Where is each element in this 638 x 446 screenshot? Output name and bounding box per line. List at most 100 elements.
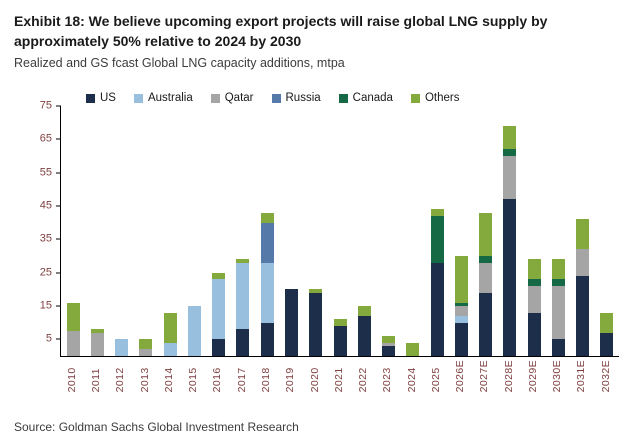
segment-others-2014	[163, 312, 177, 343]
x-tick-label: 2019	[284, 367, 297, 393]
bars-layer	[61, 106, 619, 356]
stacked-bar-2013	[139, 339, 153, 356]
x-tick-label: 2030E	[551, 360, 564, 393]
x-tick-label: 2026E	[454, 360, 467, 393]
segment-canada-2029e	[527, 279, 541, 287]
x-tick-label: 2020	[308, 367, 321, 393]
legend-item-canada: Canada	[338, 92, 393, 104]
source-note: Source: Goldman Sachs Global Investment …	[14, 420, 299, 434]
y-tick-label: 65	[39, 132, 52, 145]
x-label-slot: 2010	[60, 360, 84, 392]
segment-australia-2026e	[454, 316, 468, 323]
segment-us-2026e	[454, 322, 468, 356]
segment-canada-2026e	[454, 302, 468, 307]
x-tick-label: 2021	[332, 367, 345, 393]
segment-us-2017	[236, 329, 250, 356]
x-tick-label: 2012	[114, 367, 127, 393]
y-tick-mark	[56, 138, 61, 140]
stacked-bar-2030e	[551, 259, 565, 356]
bar-slot-2023	[376, 106, 400, 356]
segment-us-2021	[333, 326, 347, 356]
bar-slot-2018	[255, 106, 279, 356]
legend-item-qatar: Qatar	[210, 92, 254, 104]
segment-others-2025	[430, 209, 444, 217]
y-tick-label: 55	[39, 166, 52, 179]
bar-slot-2014	[158, 106, 182, 356]
segment-australia-2017	[236, 262, 250, 330]
stacked-bar-2031e	[576, 219, 590, 356]
stacked-bar-2017	[236, 259, 250, 356]
segment-qatar-2010	[66, 331, 80, 356]
bar-slot-2032e	[595, 106, 619, 356]
segment-russia-2018	[260, 222, 274, 263]
bar-slot-2025	[425, 106, 449, 356]
x-label-slot: 2029E	[521, 360, 545, 392]
bar-slot-2021	[328, 106, 352, 356]
x-tick-label: 2017	[235, 367, 248, 393]
legend-item-others: Others	[410, 92, 460, 104]
y-tick-mark	[56, 105, 61, 107]
x-tick-label: 2025	[429, 367, 442, 393]
bar-slot-2031e	[571, 106, 595, 356]
chart-header: Exhibit 18: We believe upcoming export p…	[0, 0, 638, 70]
legend-label: Russia	[285, 92, 321, 104]
x-label-slot: 2032E	[594, 360, 618, 392]
y-tick-label: 15	[39, 299, 52, 312]
segment-qatar-2030e	[551, 286, 565, 340]
legend-swatch-canada	[338, 93, 348, 103]
segment-us-2025	[430, 262, 444, 356]
y-tick-mark	[56, 338, 61, 340]
legend-swatch-qatar	[210, 93, 220, 103]
y-tick-mark	[56, 238, 61, 240]
legend-swatch-russia	[271, 93, 281, 103]
legend-item-russia: Russia	[271, 92, 321, 104]
stacked-bar-2010	[66, 302, 80, 356]
x-label-slot: 2023	[375, 360, 399, 392]
stacked-bar-2022	[357, 306, 371, 356]
x-tick-label: 2031E	[575, 360, 588, 393]
x-tick-label: 2023	[381, 367, 394, 393]
segment-us-2022	[357, 316, 371, 356]
x-label-slot: 2027E	[473, 360, 497, 392]
bar-slot-2013	[134, 106, 158, 356]
stacked-bar-2014	[163, 312, 177, 356]
segment-us-2031e	[576, 276, 590, 356]
segment-others-2022	[357, 306, 371, 316]
segment-others-2016	[212, 272, 226, 280]
bar-slot-2017	[231, 106, 255, 356]
x-label-slot: 2011	[84, 360, 108, 392]
legend-label: Qatar	[224, 92, 254, 104]
segment-others-2020	[309, 289, 323, 293]
stacked-bar-2020	[309, 289, 323, 356]
legend-swatch-us	[86, 93, 95, 103]
segment-others-2031e	[576, 219, 590, 250]
bar-slot-2011	[85, 106, 109, 356]
bar-slot-2030e	[546, 106, 570, 356]
x-label-slot: 2015	[181, 360, 205, 392]
x-label-slot: 2020	[303, 360, 327, 392]
segment-others-2029e	[527, 259, 541, 280]
bar-slot-2024	[401, 106, 425, 356]
bar-slot-2019	[279, 106, 303, 356]
legend-label: Others	[424, 92, 460, 104]
x-tick-label: 2016	[211, 367, 224, 393]
stacked-bar-2024	[406, 342, 420, 356]
segment-us-2032e	[600, 332, 614, 356]
x-label-slot: 2018	[254, 360, 278, 392]
bar-slot-2027e	[474, 106, 498, 356]
exhibit-title: Exhibit 18: We believe upcoming export p…	[14, 13, 548, 49]
stacked-bar-2027e	[479, 212, 493, 356]
x-tick-label: 2015	[187, 367, 200, 393]
y-tick-mark	[56, 305, 61, 307]
x-label-slot: 2026E	[448, 360, 472, 392]
segment-qatar-2026e	[454, 306, 468, 317]
segment-others-2013	[139, 339, 153, 350]
segment-canada-2030e	[551, 279, 565, 287]
stacked-bar-2025	[430, 209, 444, 356]
x-tick-label: 2029E	[526, 360, 539, 393]
segment-qatar-2013	[139, 349, 153, 356]
segment-us-2020	[309, 292, 323, 356]
segment-australia-2018	[260, 262, 274, 323]
segment-australia-2015	[187, 306, 201, 356]
bar-slot-2012	[110, 106, 134, 356]
